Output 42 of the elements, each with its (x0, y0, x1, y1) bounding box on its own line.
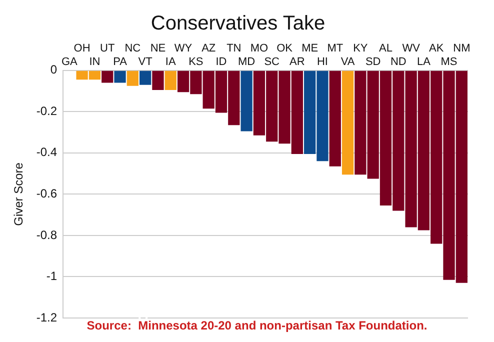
x-tick-label: ME (302, 42, 318, 55)
x-tick-label: MD (238, 56, 256, 68)
x-tick-label: NM (453, 42, 470, 55)
x-tick-label: VA (340, 56, 356, 68)
x-tick-label: IA (165, 56, 176, 68)
x-tick-label: ID (216, 56, 227, 68)
x-tick-label: NC (124, 42, 141, 55)
x-tick-label: UT (100, 42, 115, 55)
x-tick-label: NE (150, 42, 166, 55)
y-tick-label: -1.2 (36, 310, 58, 324)
y-tick-label: -0.8 (36, 228, 58, 242)
x-tick-label: IN (89, 56, 100, 68)
x-tick-label: HI (316, 56, 328, 68)
y-tick-label: 0 (50, 62, 58, 77)
x-tick-label: GA (61, 56, 78, 68)
x-tick-label: KY (353, 42, 368, 55)
x-tick-label: WY (174, 42, 193, 55)
x-tick-label: MT (327, 42, 344, 55)
x-tick-label: ND (390, 56, 406, 68)
x-tick-label: SC (264, 56, 280, 68)
y-axis-title: Giver Score (12, 162, 26, 226)
x-tick-label: AL (379, 42, 392, 55)
x-tick-label: MS (440, 56, 458, 68)
x-tick-label: WV (402, 42, 421, 55)
y-tick-label: -0.6 (36, 186, 58, 201)
source-note: Source: Minnesota 20-20 and non-partisan Tax Foundation. (86, 318, 428, 332)
y-tick-label: -1 (46, 269, 58, 284)
x-tick-label: PA (113, 56, 128, 68)
x-tick-label: LA (416, 56, 432, 68)
y-tick-label: -0.4 (36, 145, 58, 160)
x-tick-label: TN (226, 42, 242, 55)
x-tick-label: MO (250, 42, 269, 55)
y-tick-label: -0.2 (36, 104, 58, 118)
x-tick-label: AZ (202, 42, 216, 55)
chart-title: Conservatives Take (150, 12, 326, 35)
x-tick-label: AK (429, 42, 444, 55)
x-tick-label: VT (138, 56, 153, 68)
x-tick-label: AR (290, 56, 305, 68)
x-tick-label: OH (74, 42, 90, 55)
x-tick-label: OK (276, 42, 294, 55)
x-tick-label: KS (188, 56, 204, 68)
x-tick-label: SD (365, 56, 381, 68)
